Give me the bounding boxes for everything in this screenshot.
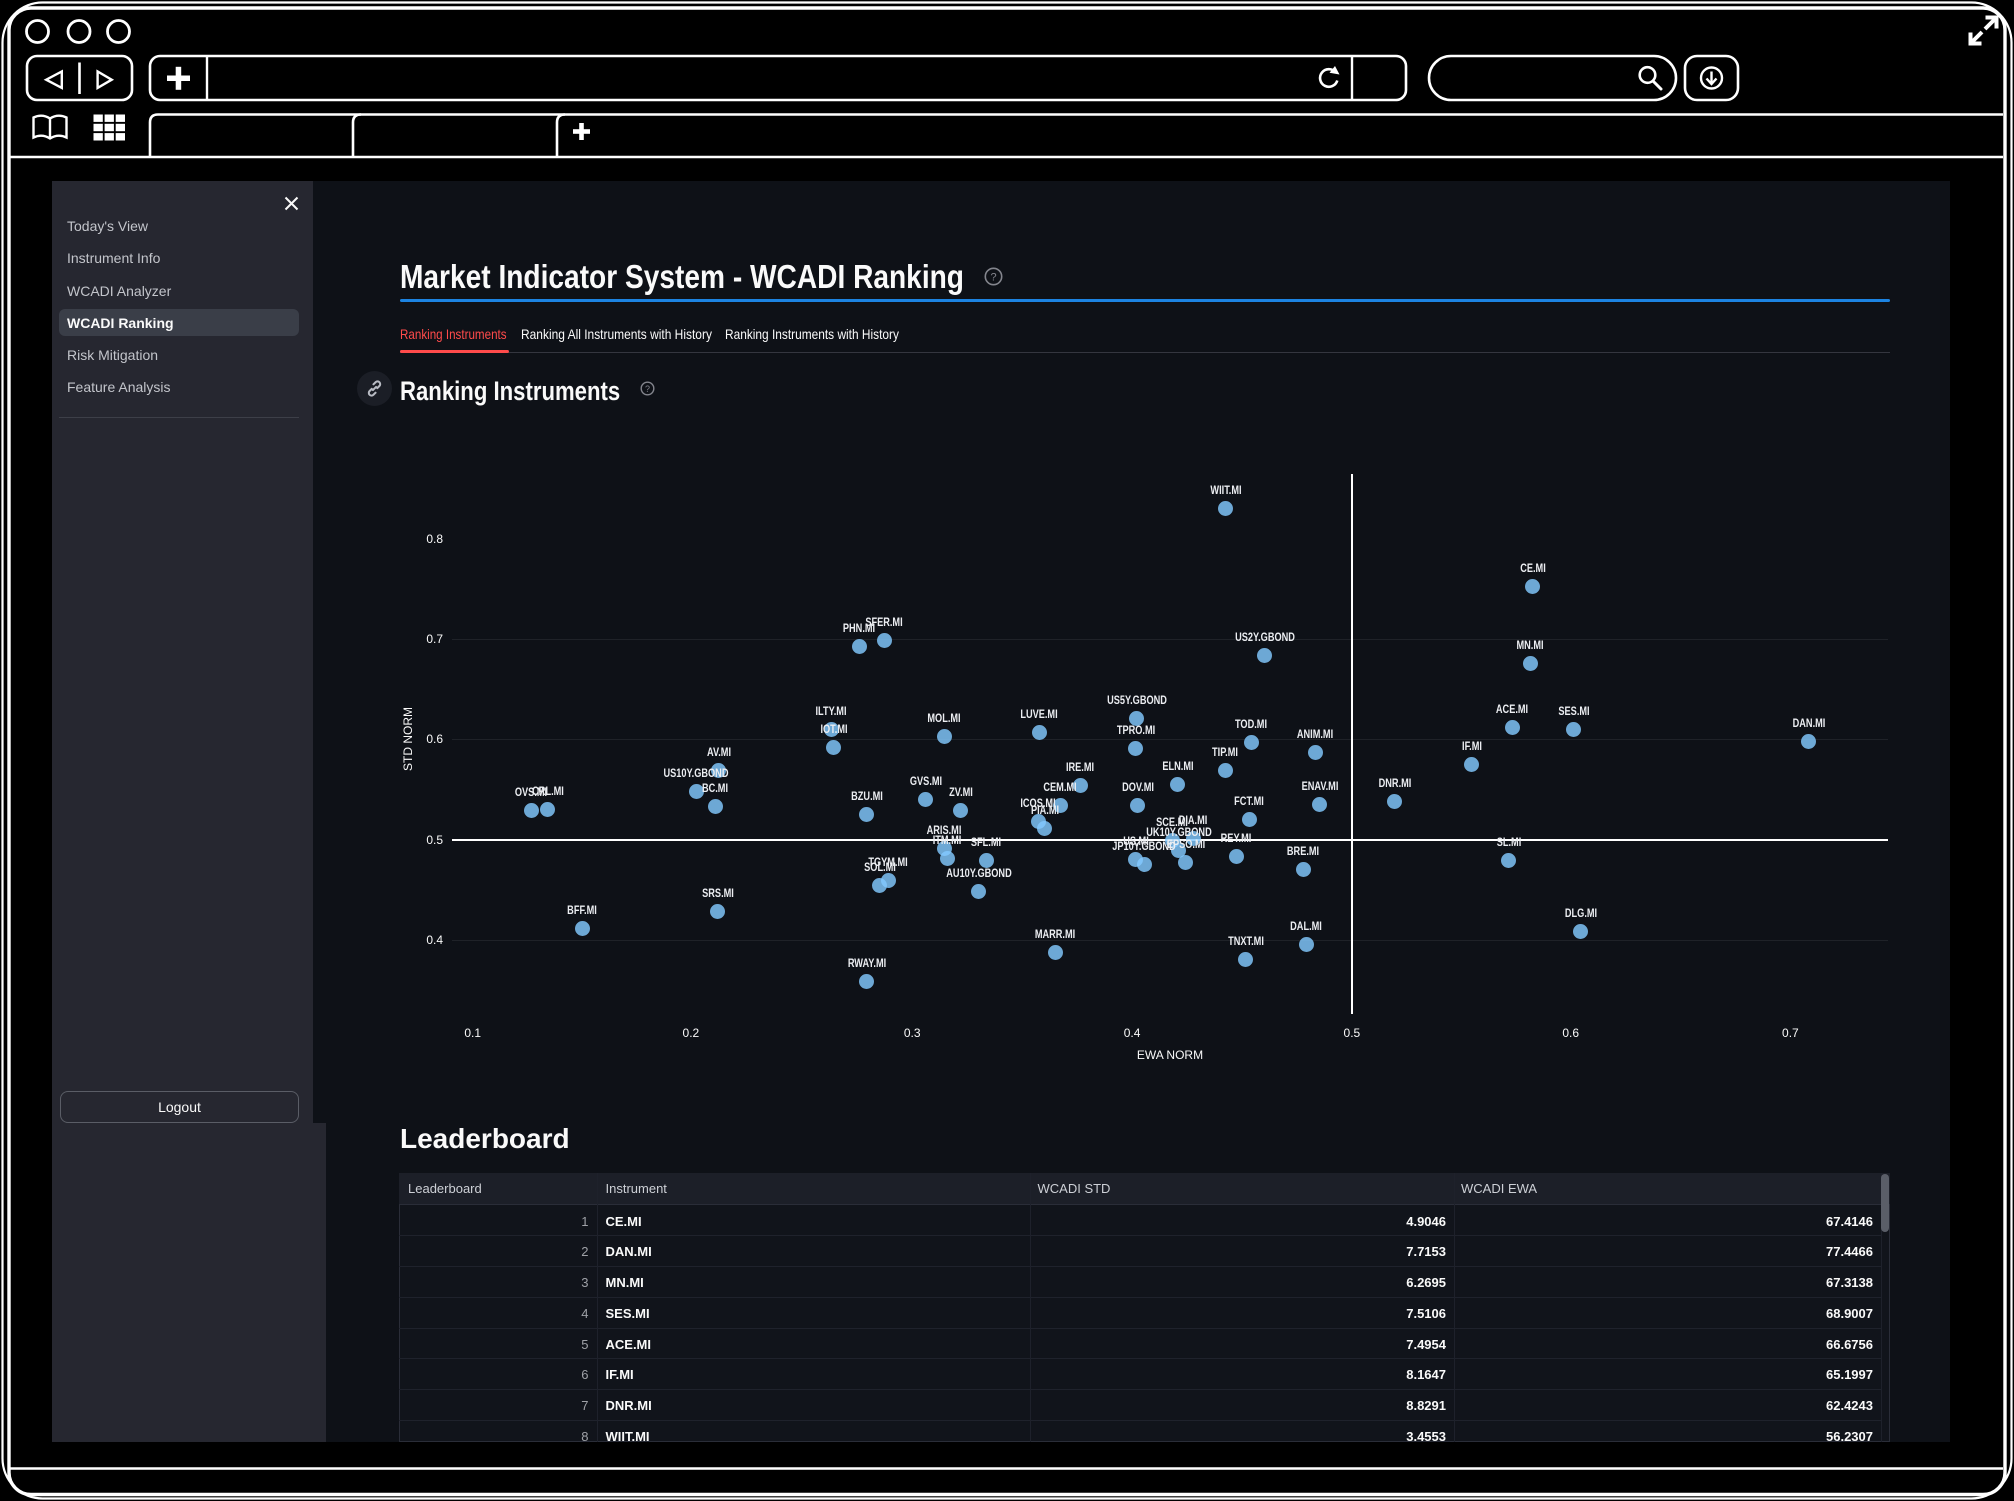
svg-text:?: ?	[645, 384, 650, 394]
svg-text:?: ?	[990, 271, 996, 283]
